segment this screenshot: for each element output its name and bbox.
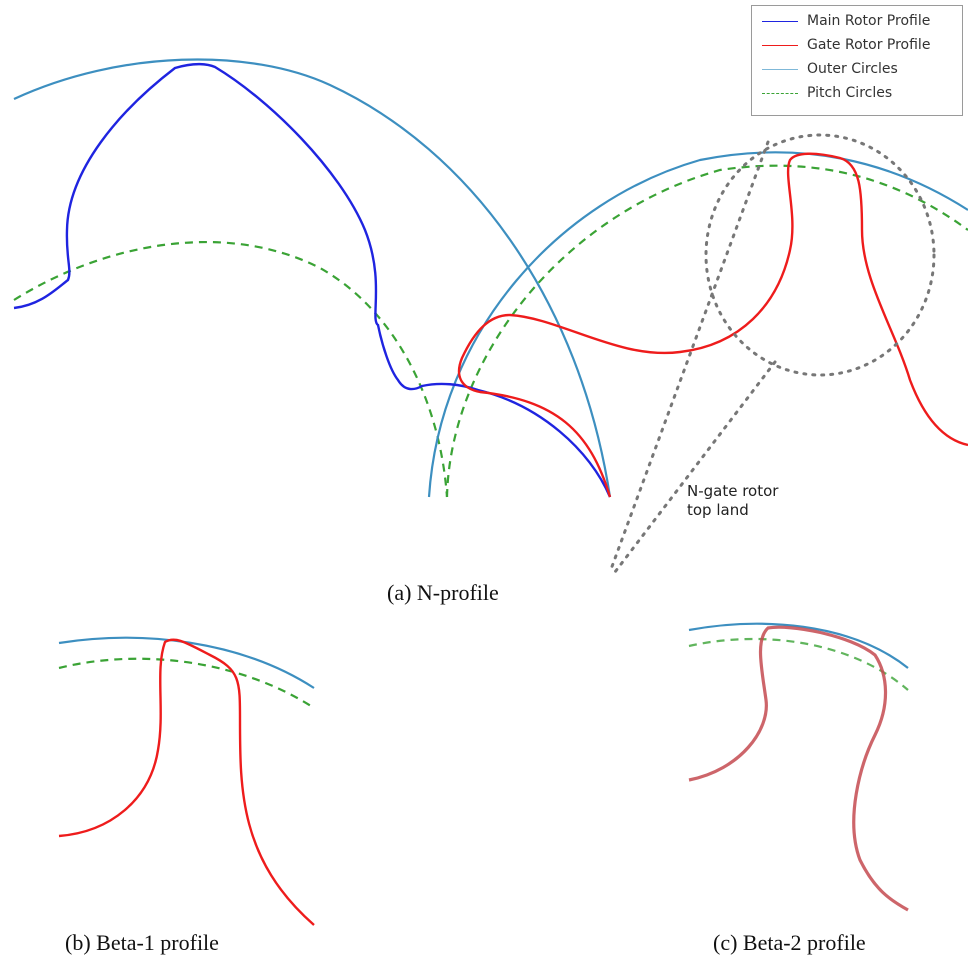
legend-item-pitch-circles: Pitch Circles — [752, 83, 964, 105]
top-land-highlight-circle — [704, 133, 936, 377]
caption-beta1-profile: (b) Beta-1 profile — [65, 930, 219, 955]
beta1-gate-rotor-profile — [58, 638, 315, 926]
legend-item-main-rotor: Main Rotor Profile — [752, 11, 964, 33]
legend-swatch-gate-rotor — [762, 45, 798, 46]
main-rotor-outer-circle — [13, 58, 612, 498]
legend-label-gate-rotor: Gate Rotor Profile — [807, 37, 931, 53]
legend-label-main-rotor: Main Rotor Profile — [807, 13, 931, 29]
legend-item-gate-rotor: Gate Rotor Profile — [752, 35, 964, 57]
main-rotor-pitch-circle — [13, 241, 449, 498]
main-rotor-profile — [13, 62, 612, 498]
beta2-pitch-circle — [688, 637, 909, 691]
gate-rotor-profile — [457, 152, 968, 498]
beta1-pitch-circle — [58, 657, 315, 709]
beta2-outer-circle — [688, 622, 909, 669]
callout-leader-line-right — [613, 360, 777, 574]
gate-rotor-pitch-circle — [445, 164, 968, 498]
legend-swatch-outer-circles — [762, 69, 798, 70]
legend-swatch-main-rotor — [762, 21, 798, 22]
beta1-outer-circle — [58, 636, 315, 689]
callout-line-1: N-gate rotor — [687, 482, 779, 500]
legend: Main Rotor Profile Gate Rotor Profile Ou… — [751, 5, 963, 116]
legend-swatch-pitch-circles — [762, 93, 798, 94]
caption-n-profile: (a) N-profile — [387, 580, 499, 605]
legend-label-pitch-circles: Pitch Circles — [807, 85, 893, 101]
legend-item-outer-circles: Outer Circles — [752, 59, 964, 81]
caption-beta2-profile: (c) Beta-2 profile — [713, 930, 866, 955]
panel-a-n-profile — [13, 58, 968, 574]
top-land-callout: N-gate rotor top land — [687, 482, 827, 520]
panel-b-beta1-profile — [58, 636, 315, 926]
beta2-gate-rotor-profile — [688, 625, 909, 912]
panel-c-beta2-profile — [688, 622, 909, 912]
callout-line-2: top land — [687, 501, 749, 519]
legend-label-outer-circles: Outer Circles — [807, 61, 898, 77]
gate-rotor-outer-circle — [427, 151, 968, 498]
